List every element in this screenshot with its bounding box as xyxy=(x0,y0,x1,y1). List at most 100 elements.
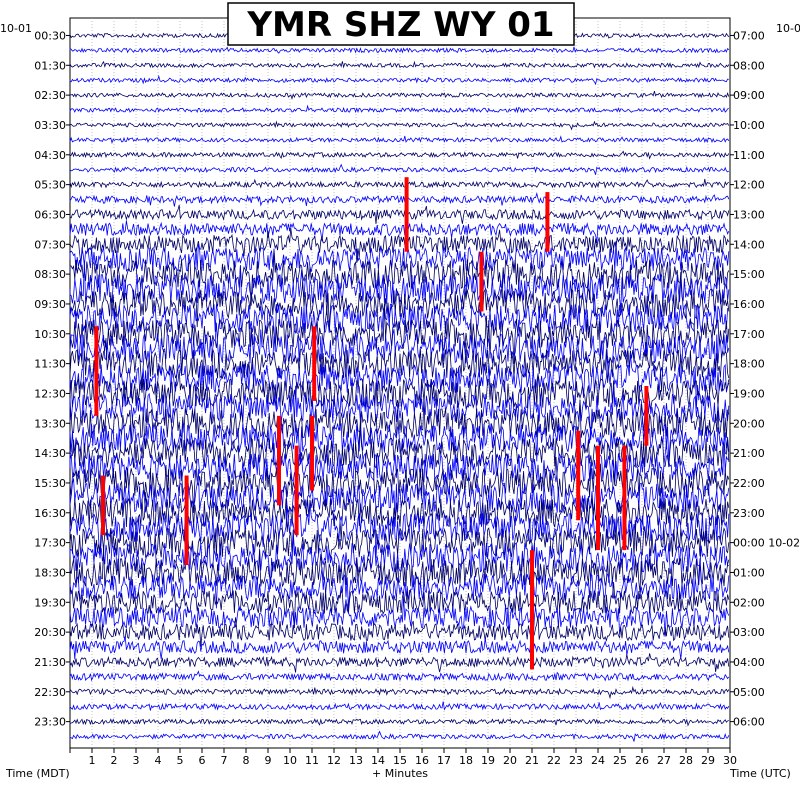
x-tick-label: 8 xyxy=(243,754,250,767)
right-time-labels: 07:00 08:00 09:00 10:00 11:00 12:00 13:00 14:00… xyxy=(730,29,800,729)
x-tick-label: 9 xyxy=(265,754,272,767)
right-time-label: 23:00 xyxy=(733,507,765,520)
left-time-label: 18:30 xyxy=(34,566,66,579)
seismic-trace xyxy=(69,558,730,609)
right-time-label: 04:00 xyxy=(733,656,765,669)
left-time-label: 16:30 xyxy=(34,507,66,520)
x-tick-label: 24 xyxy=(591,754,605,767)
seismic-trace xyxy=(69,104,729,114)
right-time-label: 00:00 10-02 xyxy=(733,537,800,550)
plot-area xyxy=(69,17,731,749)
left-time-label: 07:30 xyxy=(34,238,66,251)
x-tick-label: 30 xyxy=(723,754,737,767)
left-axis-label: Time (MDT) xyxy=(5,767,70,780)
right-time-label: 08:00 xyxy=(733,59,765,72)
event-markers xyxy=(94,177,649,670)
seismic-trace xyxy=(69,163,730,175)
left-time-label: 21:30 xyxy=(34,656,66,669)
right-time-label: 22:00 xyxy=(733,477,765,490)
event-marker xyxy=(94,326,99,416)
event-marker xyxy=(530,550,534,670)
left-time-label: 03:30 xyxy=(34,119,66,132)
seismic-trace xyxy=(69,520,730,559)
seismic-trace xyxy=(69,338,730,393)
event-marker xyxy=(576,430,581,521)
left-time-label: 10:30 xyxy=(34,328,66,341)
right-time-label: 09:00 xyxy=(733,89,765,102)
seismic-trace xyxy=(69,46,730,54)
right-time-label: 06:00 xyxy=(733,716,765,729)
x-tick-label: 28 xyxy=(679,754,693,767)
event-marker xyxy=(596,445,600,551)
top-left-date: 10-01 xyxy=(0,22,32,35)
x-axis-label: + Minutes xyxy=(372,767,428,780)
left-time-label: 13:30 xyxy=(34,417,66,430)
right-time-label: 21:00 xyxy=(733,447,765,460)
left-time-label: 23:30 xyxy=(34,716,66,729)
seismic-trace xyxy=(69,420,730,485)
left-time-label: 08:30 xyxy=(34,268,66,281)
right-time-label: 18:00 xyxy=(733,358,765,371)
x-tick-label: 29 xyxy=(701,754,715,767)
event-marker xyxy=(622,445,627,551)
event-marker xyxy=(277,415,281,506)
left-time-label: 05:30 xyxy=(34,179,66,192)
left-time-label: 04:30 xyxy=(34,149,66,162)
left-time-label: 00:30 xyxy=(34,29,66,42)
seismic-trace xyxy=(69,717,729,727)
x-tick-label: 13 xyxy=(349,754,363,767)
chart-title: YMR SHZ WY 01 xyxy=(246,5,554,45)
seismic-trace xyxy=(69,220,730,244)
left-time-label: 14:30 xyxy=(34,447,66,460)
left-time-label: 22:30 xyxy=(34,686,66,699)
seismic-trace xyxy=(69,74,729,86)
x-tick-label: 2 xyxy=(111,754,118,767)
seismic-trace xyxy=(69,701,730,711)
x-tick-label: 18 xyxy=(459,754,473,767)
seismic-trace xyxy=(69,534,729,590)
right-time-label: 15:00 xyxy=(733,268,765,281)
seismic-trace xyxy=(69,437,729,484)
seismic-trace xyxy=(69,615,730,647)
x-tick-label: 15 xyxy=(393,754,407,767)
event-marker xyxy=(644,386,649,446)
left-time-label: 15:30 xyxy=(34,477,66,490)
x-tick-label: 4 xyxy=(155,754,162,767)
x-tick-label: 6 xyxy=(199,754,206,767)
seismic-trace xyxy=(69,730,730,742)
seismic-trace xyxy=(69,120,730,131)
x-tick-label: 21 xyxy=(525,754,539,767)
right-time-label: 17:00 xyxy=(733,328,765,341)
event-marker xyxy=(310,415,314,491)
x-tick-label: 7 xyxy=(221,754,228,767)
seismic-trace xyxy=(69,303,730,364)
right-time-label: 12:00 xyxy=(733,179,765,192)
x-tick-label: 27 xyxy=(657,754,671,767)
seismic-trace xyxy=(69,135,730,145)
right-time-label: 19:00 xyxy=(733,387,765,400)
x-tick-label: 19 xyxy=(481,754,495,767)
event-marker xyxy=(312,326,317,401)
x-tick-label: 1 xyxy=(89,754,96,767)
left-time-label: 09:30 xyxy=(34,298,66,311)
top-right-date: 10-01 xyxy=(776,22,800,35)
seismic-trace xyxy=(69,191,730,207)
x-tick-label: 5 xyxy=(177,754,184,767)
x-tick-label: 22 xyxy=(547,754,561,767)
left-time-label: 11:30 xyxy=(34,358,66,371)
left-time-label: 20:30 xyxy=(34,626,66,639)
x-tick-label: 26 xyxy=(635,754,649,767)
right-axis-label: Time (UTC) xyxy=(729,767,791,780)
seismic-trace xyxy=(69,352,730,411)
seismic-trace xyxy=(69,319,730,378)
left-time-label: 02:30 xyxy=(34,89,66,102)
left-time-label: 01:30 xyxy=(34,59,66,72)
x-tick-label: 11 xyxy=(305,754,319,767)
event-marker xyxy=(294,445,299,536)
seismic-trace xyxy=(69,150,730,160)
seismic-trace xyxy=(69,60,730,69)
seismic-trace xyxy=(69,670,730,682)
right-time-label: 07:00 xyxy=(733,29,765,42)
event-marker xyxy=(101,475,105,536)
